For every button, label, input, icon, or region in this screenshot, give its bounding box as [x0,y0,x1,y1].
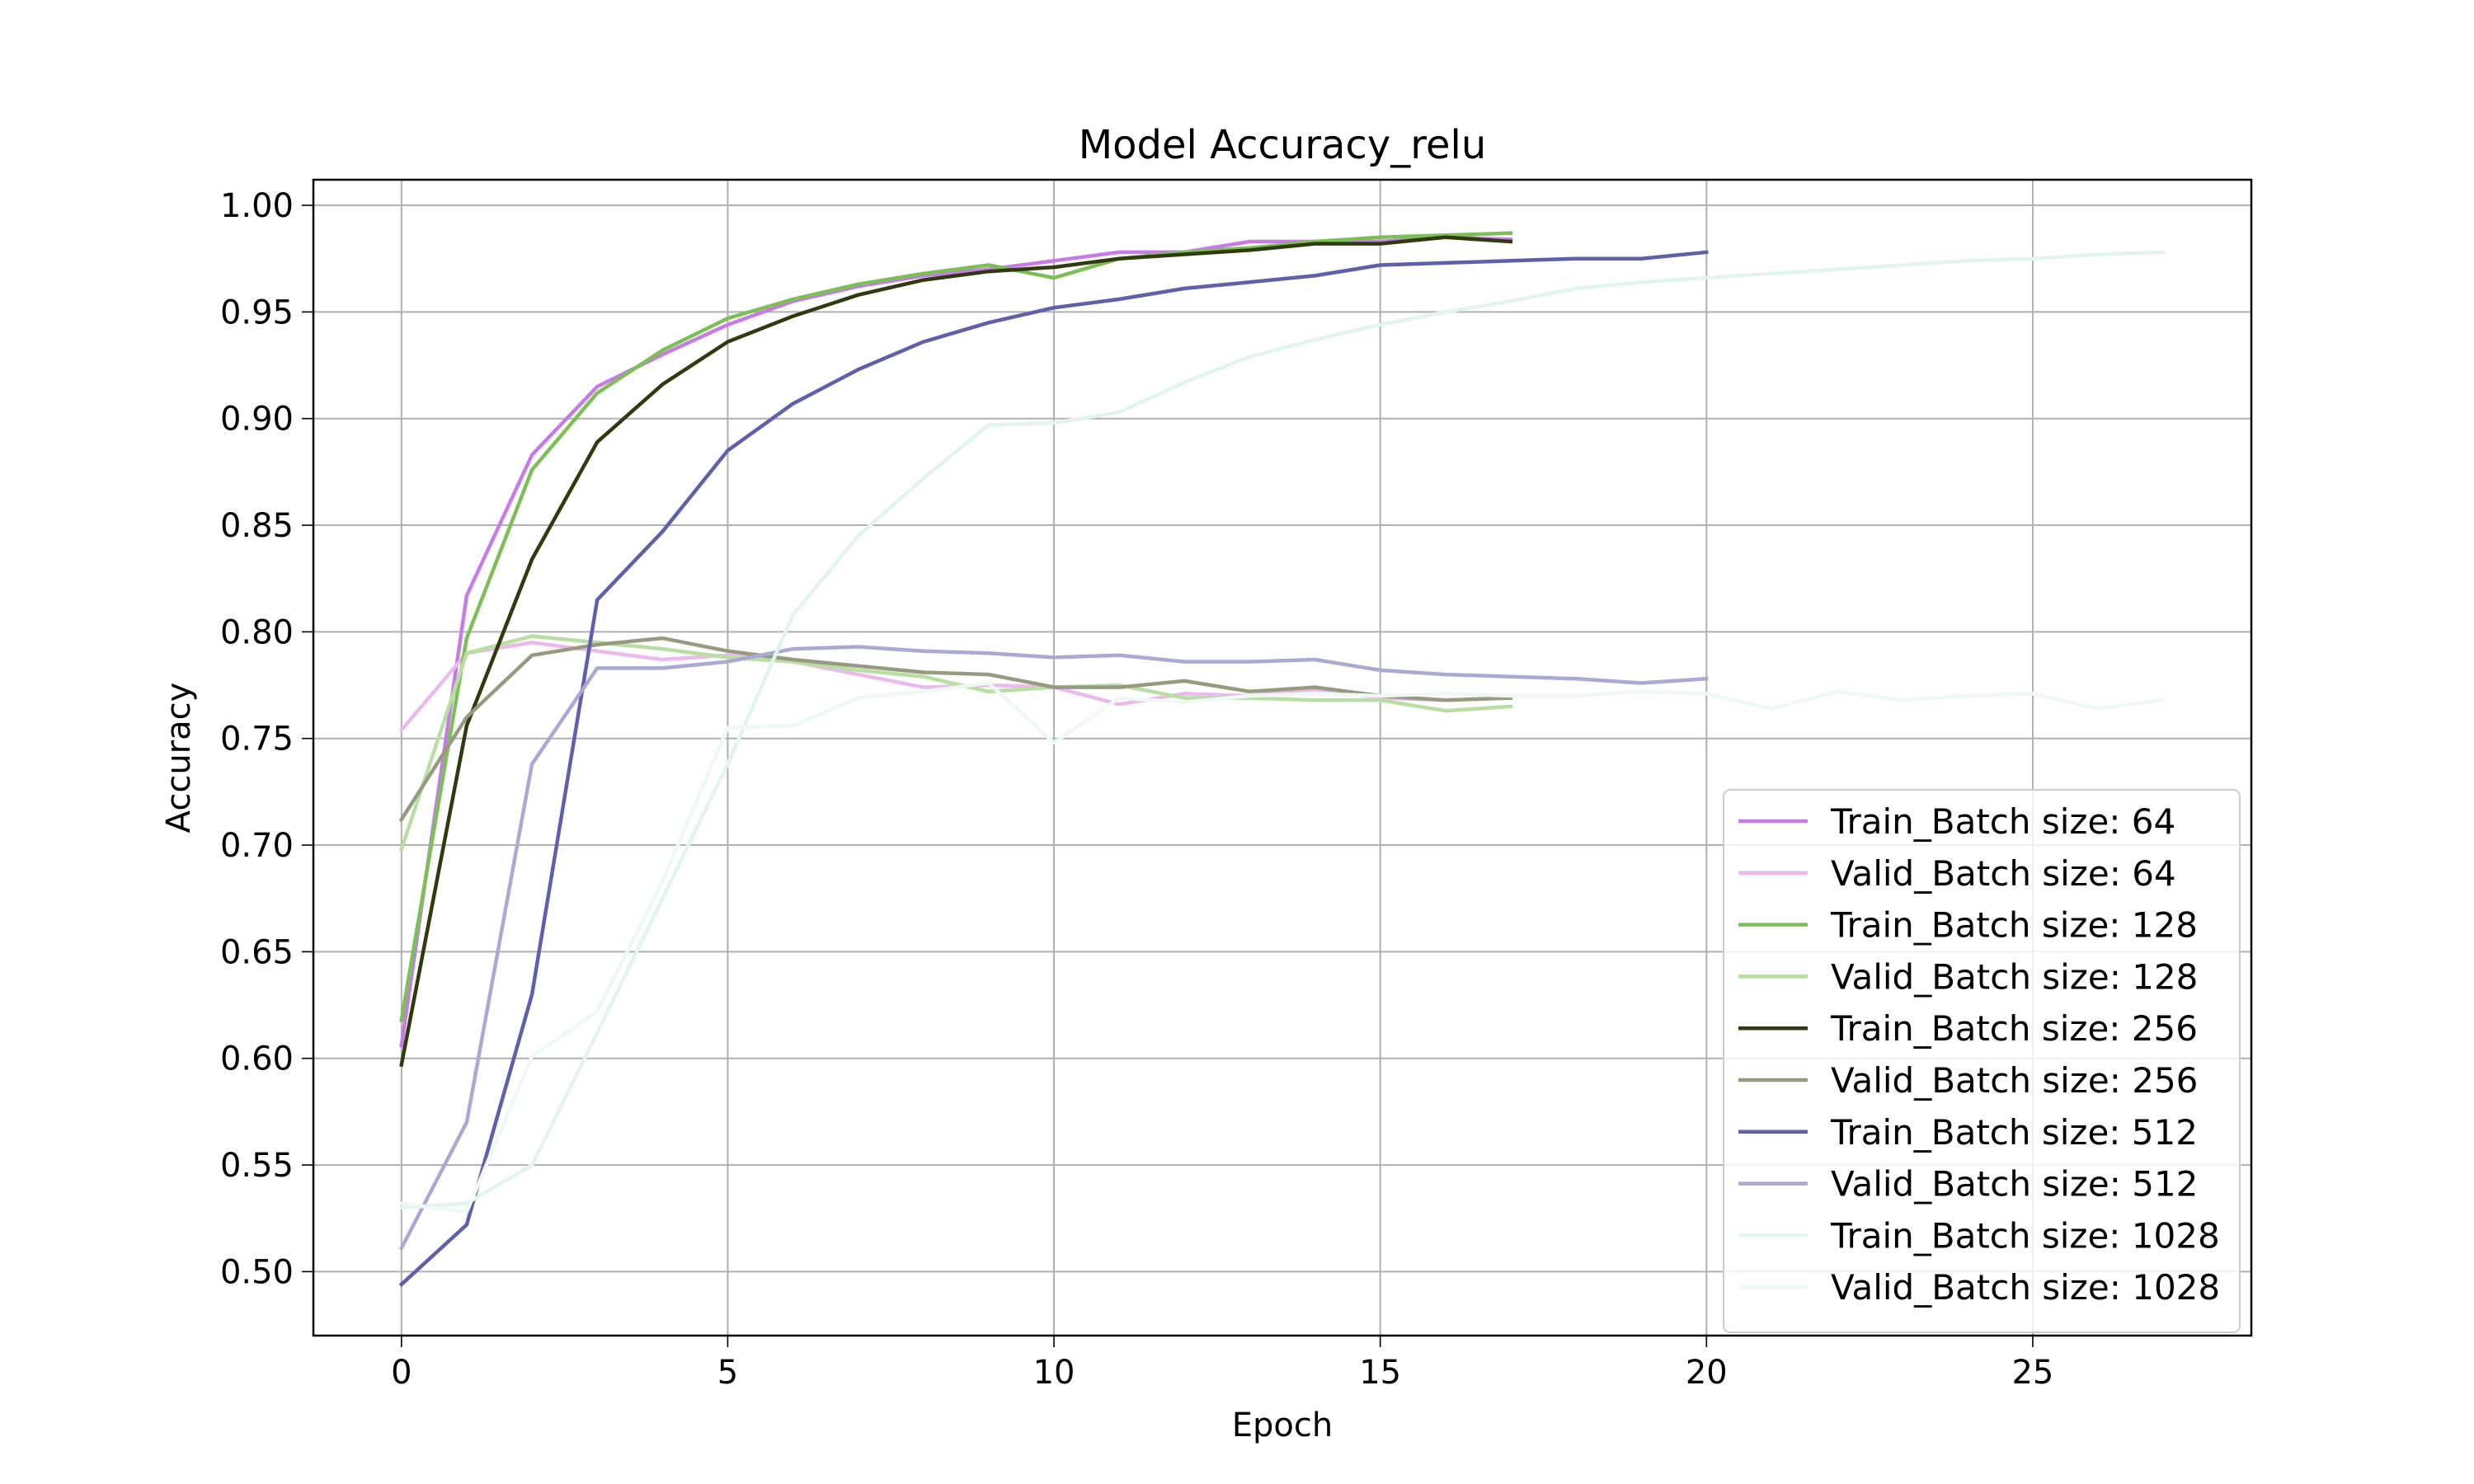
y-tick-label: 1.00 [220,187,294,225]
legend-label: Train_Batch size: 1028 [1830,1215,2220,1256]
y-tick-label: 0.60 [220,1040,294,1078]
plot-frame [312,178,2253,1337]
y-tick-label: 0.50 [220,1253,294,1291]
y-tick-label: 0.85 [220,507,294,545]
legend-label: Valid_Batch size: 128 [1831,956,2198,997]
y-tick-label: 0.65 [220,933,294,971]
x-tick-label: 15 [1359,1354,1401,1392]
legend: Train_Batch size: 64 Valid_Batch size: 64… [1723,789,2241,1333]
x-tick-label: 25 [2011,1354,2053,1392]
y-tick-label: 0.80 [220,613,294,651]
series-line-5 [398,636,1513,823]
y-tick-label: 0.95 [220,294,294,331]
legend-label: Valid_Batch size: 1028 [1831,1267,2220,1308]
series-lines [398,231,2166,1288]
y-tick-label: 0.70 [220,827,294,865]
series-line-2 [399,231,1513,1022]
x-tick-label: 20 [1686,1354,1728,1392]
y-tick-label: 0.75 [220,721,294,758]
y-tick-label: 0.90 [220,401,294,439]
y-axis-label: Accuracy [160,683,198,834]
legend-box [1723,789,2241,1333]
legend-label: Train_Batch size: 128 [1830,905,2198,946]
x-tick-label: 10 [1033,1354,1075,1392]
series-line-6 [398,250,1709,1288]
x-tick-label: 0 [391,1354,412,1392]
chart-title: Model Accuracy_relu [1079,122,1486,168]
series-line-4 [399,235,1513,1068]
legend-label: Valid_Batch size: 512 [1831,1164,2198,1205]
legend-label: Train_Batch size: 512 [1830,1112,2198,1153]
legend-label: Train_Batch size: 256 [1830,1008,2198,1049]
legend-label: Train_Batch size: 64 [1830,801,2175,842]
legend-label: Valid_Batch size: 256 [1831,1060,2198,1101]
legend-label: Valid_Batch size: 64 [1831,853,2176,894]
series-line-3 [398,634,1513,852]
series-line-9 [399,681,2166,1214]
series-line-7 [398,645,1709,1251]
x-tick-label: 5 [717,1354,738,1392]
x-axis-label: Epoch [1232,1407,1333,1444]
axis-ticks: 0 5 10 15 20 25 0.50 0.55 0.60 0.65 0.70 0.75 0.80 0.… [220,187,2053,1392]
y-tick-label: 0.55 [220,1147,294,1185]
series-line-8 [399,250,2166,1210]
